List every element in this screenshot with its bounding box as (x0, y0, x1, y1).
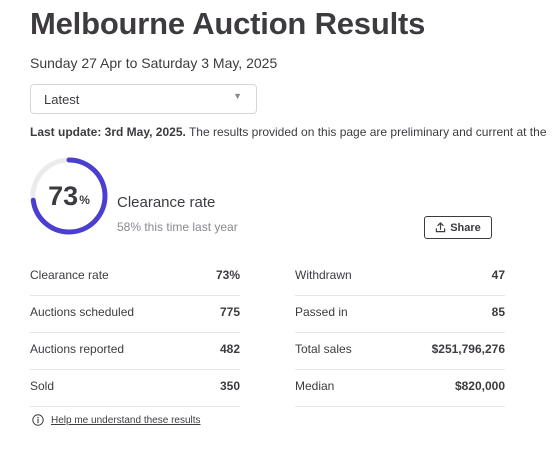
caret-down-icon: ▼ (233, 91, 242, 101)
clearance-rate-number: 73 (48, 180, 79, 211)
stat-passed-in: Passed in 85 (295, 296, 505, 333)
stat-label: Auctions reported (30, 342, 125, 356)
clearance-rate-last-year: 58% this time last year (117, 220, 238, 234)
help-link-label: Help me understand these results (51, 414, 201, 426)
stat-auctions-scheduled: Auctions scheduled 775 (30, 296, 240, 333)
stat-label: Withdrawn (295, 268, 352, 282)
page-title: Melbourne Auction Results (30, 6, 426, 41)
period-select[interactable]: Latest ▼ (30, 84, 257, 114)
stat-value: $820,000 (454, 379, 505, 393)
stat-withdrawn: Withdrawn 47 (295, 259, 505, 296)
stat-total-sales: Total sales $251,796,276 (295, 333, 505, 370)
share-label: Share (450, 221, 481, 234)
stat-label: Median (295, 379, 335, 393)
stat-value: $251,796,276 (431, 342, 505, 356)
stat-label: Sold (30, 379, 55, 393)
period-select-value: Latest (44, 92, 80, 107)
stat-label: Total sales (295, 342, 352, 356)
info-icon (32, 414, 44, 426)
stat-label: Auctions scheduled (30, 305, 135, 319)
stat-median: Median $820,000 (295, 370, 505, 407)
clearance-rate-ring (30, 157, 108, 235)
update-date: Last update: 3rd May, 2025. (30, 125, 186, 139)
update-text: The results provided on this page are pr… (185, 125, 547, 139)
stat-label: Clearance rate (30, 268, 109, 282)
stat-value: 73% (215, 268, 240, 282)
stat-value: 85 (491, 305, 505, 319)
clearance-rate-ring-progress (30, 157, 108, 235)
stat-value: 350 (219, 379, 240, 393)
clearance-rate-label: Clearance rate (117, 194, 216, 211)
stat-auctions-reported: Auctions reported 482 (30, 333, 240, 370)
update-notice: Last update: 3rd May, 2025. The results … (30, 125, 547, 139)
date-range: Sunday 27 Apr to Saturday 3 May, 2025 (30, 55, 278, 71)
help-link[interactable]: Help me understand these results (32, 414, 201, 426)
clearance-rate-percent-sign: % (79, 192, 90, 207)
stat-label: Passed in (295, 305, 348, 319)
stat-value: 482 (219, 342, 240, 356)
share-icon (435, 222, 446, 233)
stat-value: 47 (491, 268, 505, 282)
clearance-rate-big: 73% (29, 156, 109, 236)
share-button[interactable]: Share (424, 216, 492, 239)
stat-sold: Sold 350 (30, 370, 240, 407)
stat-clearance-rate: Clearance rate 73% (30, 259, 240, 296)
stat-value: 775 (219, 305, 240, 319)
